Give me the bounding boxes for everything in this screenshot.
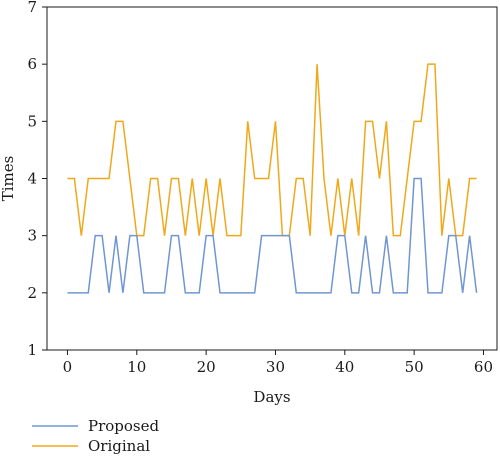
plot-frame: [46, 6, 498, 351]
legend: Proposed Original: [32, 417, 160, 455]
y-tick-label: 7: [27, 0, 37, 16]
series-lines: [67, 63, 478, 294]
x-tick-label: 50: [405, 358, 424, 376]
x-tick-label: 60: [474, 358, 493, 376]
series-line-original: [67, 63, 477, 237]
y-tick-label: 6: [27, 55, 37, 73]
x-tick-label: 20: [197, 358, 216, 376]
y-tick-label: 2: [27, 284, 37, 302]
x-tick-label: 40: [335, 358, 354, 376]
axes: 0 10 20 30 40 50 60 1 2 3 4 5 6 7: [27, 0, 498, 376]
y-tick-label: 1: [27, 341, 37, 359]
legend-label-proposed: Proposed: [88, 417, 160, 435]
x-axis-label: Days: [253, 388, 290, 406]
y-tick-label: 4: [27, 170, 37, 188]
y-axis-label: Times: [0, 156, 17, 202]
series-line-proposed: [67, 177, 478, 294]
x-tick-label: 10: [127, 358, 146, 376]
x-tick-label: 0: [63, 358, 73, 376]
x-tick-label: 30: [266, 358, 285, 376]
legend-label-original: Original: [88, 437, 150, 455]
y-tick-label: 5: [27, 112, 37, 130]
y-tick-label: 3: [27, 227, 37, 245]
